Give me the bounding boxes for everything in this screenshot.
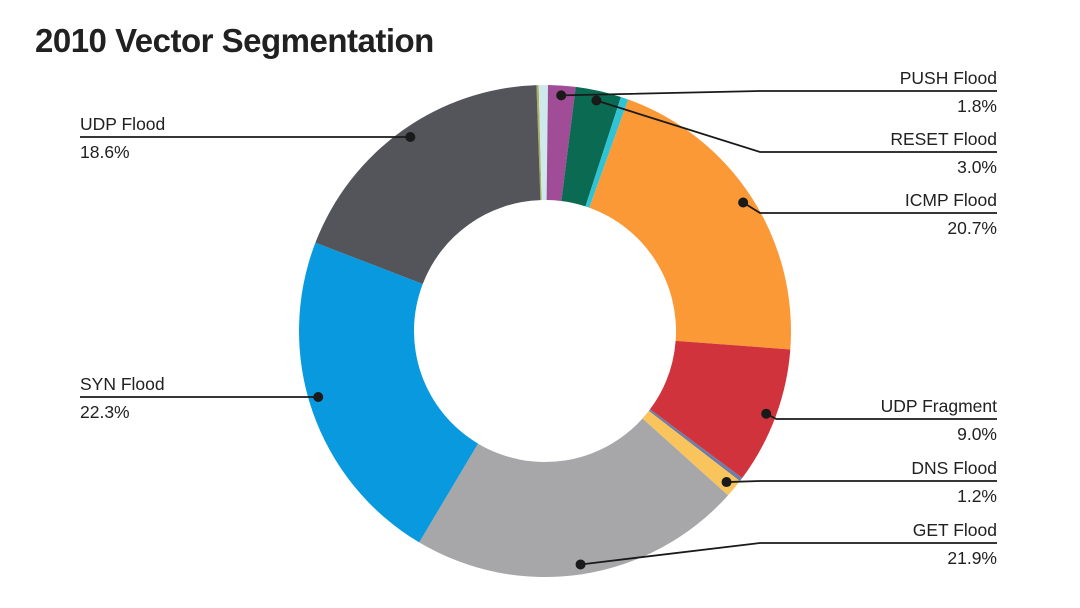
slice-push-flood[interactable] bbox=[546, 85, 576, 202]
callout-label-push-flood: PUSH Flood bbox=[900, 68, 997, 88]
callout-line-reset-flood bbox=[596, 99, 997, 153]
callout-line-get-flood bbox=[580, 542, 997, 566]
slice-syn-flood[interactable] bbox=[299, 242, 479, 543]
slice-segment-0[interactable] bbox=[536, 85, 542, 201]
callout-value-udp-fragment: 9.0% bbox=[957, 424, 997, 444]
slice-get-flood[interactable] bbox=[419, 418, 729, 577]
callout-label-reset-flood: RESET Flood bbox=[890, 129, 997, 149]
slice-dns-flood[interactable] bbox=[642, 410, 740, 496]
slice-segment-1[interactable] bbox=[538, 85, 549, 201]
callout-line-push-flood bbox=[561, 90, 997, 97]
callout-dot-udp-flood bbox=[405, 132, 416, 142]
callout-line-dns-flood bbox=[726, 480, 997, 483]
callout-value-syn-flood: 22.3% bbox=[80, 402, 130, 422]
callout-value-get-flood: 21.9% bbox=[947, 548, 997, 568]
callout-dot-syn-flood bbox=[313, 392, 324, 402]
callout-value-dns-flood: 1.2% bbox=[957, 486, 997, 506]
chart-title: 2010 Vector Segmentation bbox=[35, 22, 434, 59]
callout-dot-push-flood bbox=[556, 90, 567, 101]
callout-label-get-flood: GET Flood bbox=[913, 520, 997, 540]
callout-dot-icmp-flood bbox=[738, 197, 749, 208]
slice-reset-flood[interactable] bbox=[561, 86, 621, 207]
callout-dot-get-flood bbox=[575, 559, 586, 570]
slice-segment-4[interactable] bbox=[585, 97, 629, 208]
callout-label-icmp-flood: ICMP Flood bbox=[905, 190, 997, 210]
callout-dot-udp-fragment bbox=[761, 408, 772, 419]
callout-value-push-flood: 1.8% bbox=[957, 96, 997, 116]
slice-icmp-flood[interactable] bbox=[589, 99, 791, 350]
callout-value-udp-flood: 18.6% bbox=[80, 142, 130, 162]
slice-segment-7[interactable] bbox=[648, 409, 743, 482]
callout-label-dns-flood: DNS Flood bbox=[911, 458, 997, 478]
slice-udp-fragment[interactable] bbox=[650, 340, 791, 479]
callout-line-icmp-flood bbox=[742, 201, 997, 214]
callout-value-reset-flood: 3.0% bbox=[957, 157, 997, 177]
callout-label-syn-flood: SYN Flood bbox=[80, 374, 165, 394]
callout-label-udp-flood: UDP Flood bbox=[80, 114, 165, 134]
slice-udp-flood[interactable] bbox=[315, 85, 541, 284]
callout-value-icmp-flood: 20.7% bbox=[947, 218, 997, 238]
callout-label-udp-fragment: UDP Fragment bbox=[881, 396, 998, 416]
callout-dot-reset-flood bbox=[591, 95, 602, 106]
callout-dot-dns-flood bbox=[721, 477, 732, 488]
